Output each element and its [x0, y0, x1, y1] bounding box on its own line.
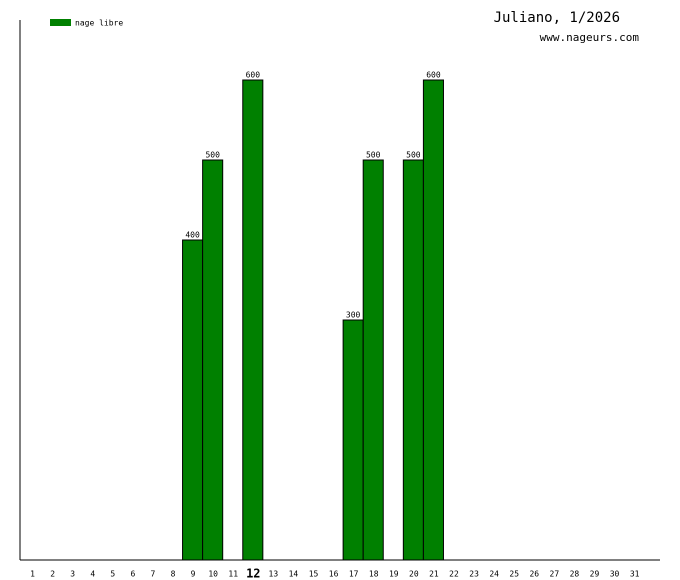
bar — [402, 159, 424, 561]
x-tick-label: 2 — [50, 570, 55, 579]
x-tick-label: 21 — [429, 570, 439, 579]
data-label: 500 — [366, 151, 381, 160]
x-tick-label: 13 — [269, 570, 279, 579]
x-tick-label: 4 — [90, 570, 95, 579]
chart-subtitle: www.nageurs.com — [540, 31, 640, 44]
bar — [182, 239, 204, 561]
x-tick-label: 29 — [590, 570, 600, 579]
x-tick-label: 18 — [369, 570, 379, 579]
x-tick-label: 25 — [509, 570, 519, 579]
bar — [342, 319, 364, 561]
x-tick-label: 20 — [409, 570, 419, 579]
data-label: 400 — [185, 231, 200, 240]
x-tick-label: 23 — [469, 570, 479, 579]
bar — [422, 79, 444, 561]
x-tick-label: 14 — [289, 570, 299, 579]
x-tick-label: 15 — [309, 570, 319, 579]
data-label: 300 — [346, 311, 361, 320]
x-tick-label: 3 — [70, 570, 75, 579]
x-tick-label: 12 — [246, 567, 260, 580]
x-tick-label: 24 — [489, 570, 499, 579]
x-tick-label: 11 — [228, 570, 238, 579]
x-tick-label: 16 — [329, 570, 339, 579]
x-tick-label: 9 — [191, 570, 196, 579]
x-tick-label: 22 — [449, 570, 459, 579]
data-label: 500 — [406, 151, 421, 160]
x-tick-label: 27 — [550, 570, 560, 579]
x-tick-label: 31 — [630, 570, 640, 579]
x-tick-label: 1 — [30, 570, 35, 579]
x-tick-label: 30 — [610, 570, 620, 579]
bar — [242, 79, 264, 561]
x-tick-label: 28 — [570, 570, 580, 579]
bar — [202, 159, 224, 561]
x-tick-label: 7 — [151, 570, 156, 579]
x-tick-label: 6 — [130, 570, 135, 579]
x-tick-label: 5 — [110, 570, 115, 579]
x-tick-label: 8 — [171, 570, 176, 579]
x-tick-label: 10 — [208, 570, 218, 579]
legend-swatch — [50, 19, 71, 26]
x-tick-label: 17 — [349, 570, 359, 579]
legend-label: nage libre — [75, 19, 123, 28]
bar — [362, 159, 384, 561]
data-label: 600 — [246, 71, 261, 80]
data-label: 600 — [426, 71, 441, 80]
chart-title: Juliano, 1/2026 — [494, 10, 620, 26]
data-label: 500 — [205, 151, 220, 160]
x-tick-label: 19 — [389, 570, 399, 579]
x-tick-label: 26 — [529, 570, 539, 579]
